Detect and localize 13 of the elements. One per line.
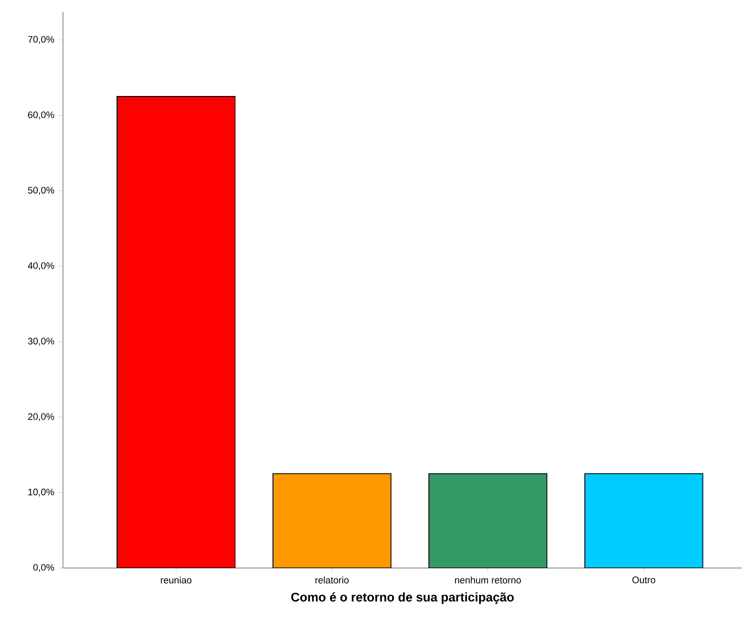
x-tick-label: nenhum retorno [455,576,521,584]
x-tick-label: Outro [632,576,656,584]
y-tick-label: 10,0% [28,488,54,496]
y-tick-label: 70,0% [28,36,54,44]
x-tick-label: relatorio [315,576,349,584]
y-tick-label: 0,0% [33,564,54,572]
x-axis-title: Como é o retorno de sua participação [291,592,514,604]
y-tick-label: 40,0% [28,262,54,270]
y-tick-label: 50,0% [28,186,54,195]
y-tick-label: 60,0% [28,111,54,120]
y-tick-label: 20,0% [28,413,54,422]
x-tick-label: reuniao [160,576,192,584]
y-tick-label: 30,0% [28,338,54,346]
